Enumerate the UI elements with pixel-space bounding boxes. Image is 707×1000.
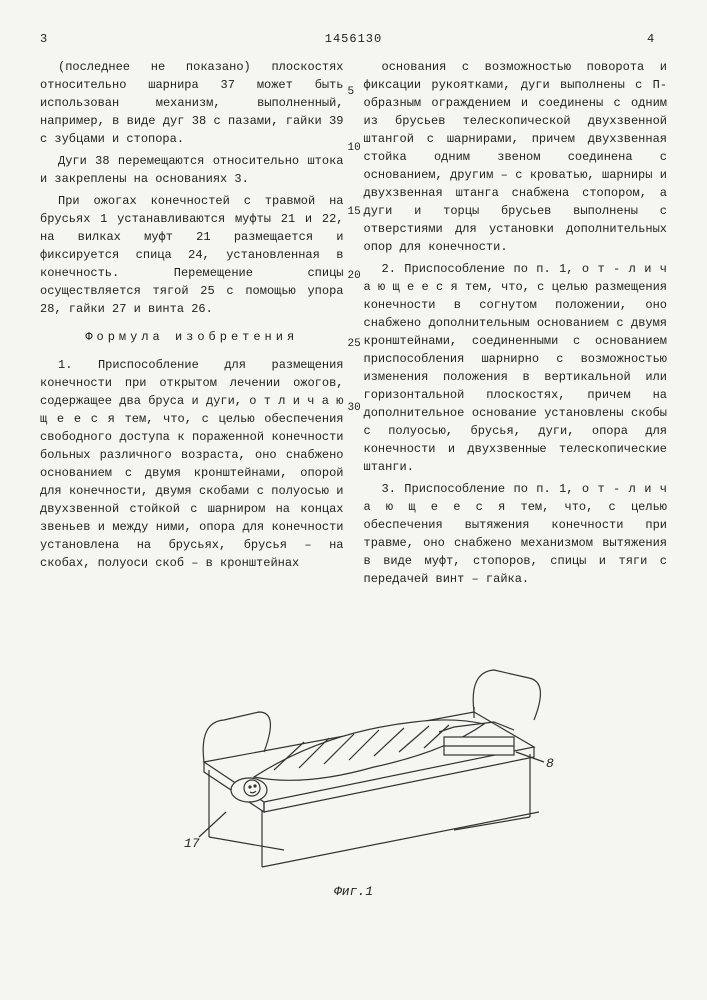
ref-label-8: 8: [546, 756, 554, 771]
line-marker: 5: [348, 84, 355, 101]
line-marker: 15: [348, 204, 361, 221]
para-3: При ожогах конечностей с травмой на брус…: [40, 192, 344, 318]
figure-svg: 8 17: [144, 612, 564, 872]
line-marker: 20: [348, 268, 361, 285]
figure-1: 8 17 Фиг.1: [40, 612, 667, 902]
claim-3: 3. Приспособление по п. 1, о т - л и ч а…: [364, 480, 668, 588]
line-marker: 25: [348, 336, 361, 353]
line-marker: 10: [348, 140, 361, 157]
page-header: 3 1456130 4: [40, 30, 667, 48]
formula-header: Формула изобретения: [40, 328, 344, 346]
page-number-left: 3: [40, 30, 60, 48]
patent-number: 1456130: [60, 30, 647, 48]
ref-label-17: 17: [184, 836, 200, 851]
line-marker: 30: [348, 400, 361, 417]
right-column: 5 10 15 20 25 30 основания с возможность…: [364, 58, 668, 592]
claim-1-cont: основания с возможностью поворота и фикс…: [364, 58, 668, 256]
figure-caption: Фиг.1: [40, 882, 667, 902]
page-number-right: 4: [647, 30, 667, 48]
para-1: (последнее не показано) плоскостях относ…: [40, 58, 344, 148]
para-2: Дуги 38 перемещаются относительно штока …: [40, 152, 344, 188]
claim-1: 1. Приспособление для размещения конечно…: [40, 356, 344, 572]
claim-2: 2. Приспособление по п. 1, о т - л и ч а…: [364, 260, 668, 476]
text-columns: (последнее не показано) плоскостях относ…: [40, 58, 667, 592]
left-column: (последнее не показано) плоскостях относ…: [40, 58, 344, 592]
